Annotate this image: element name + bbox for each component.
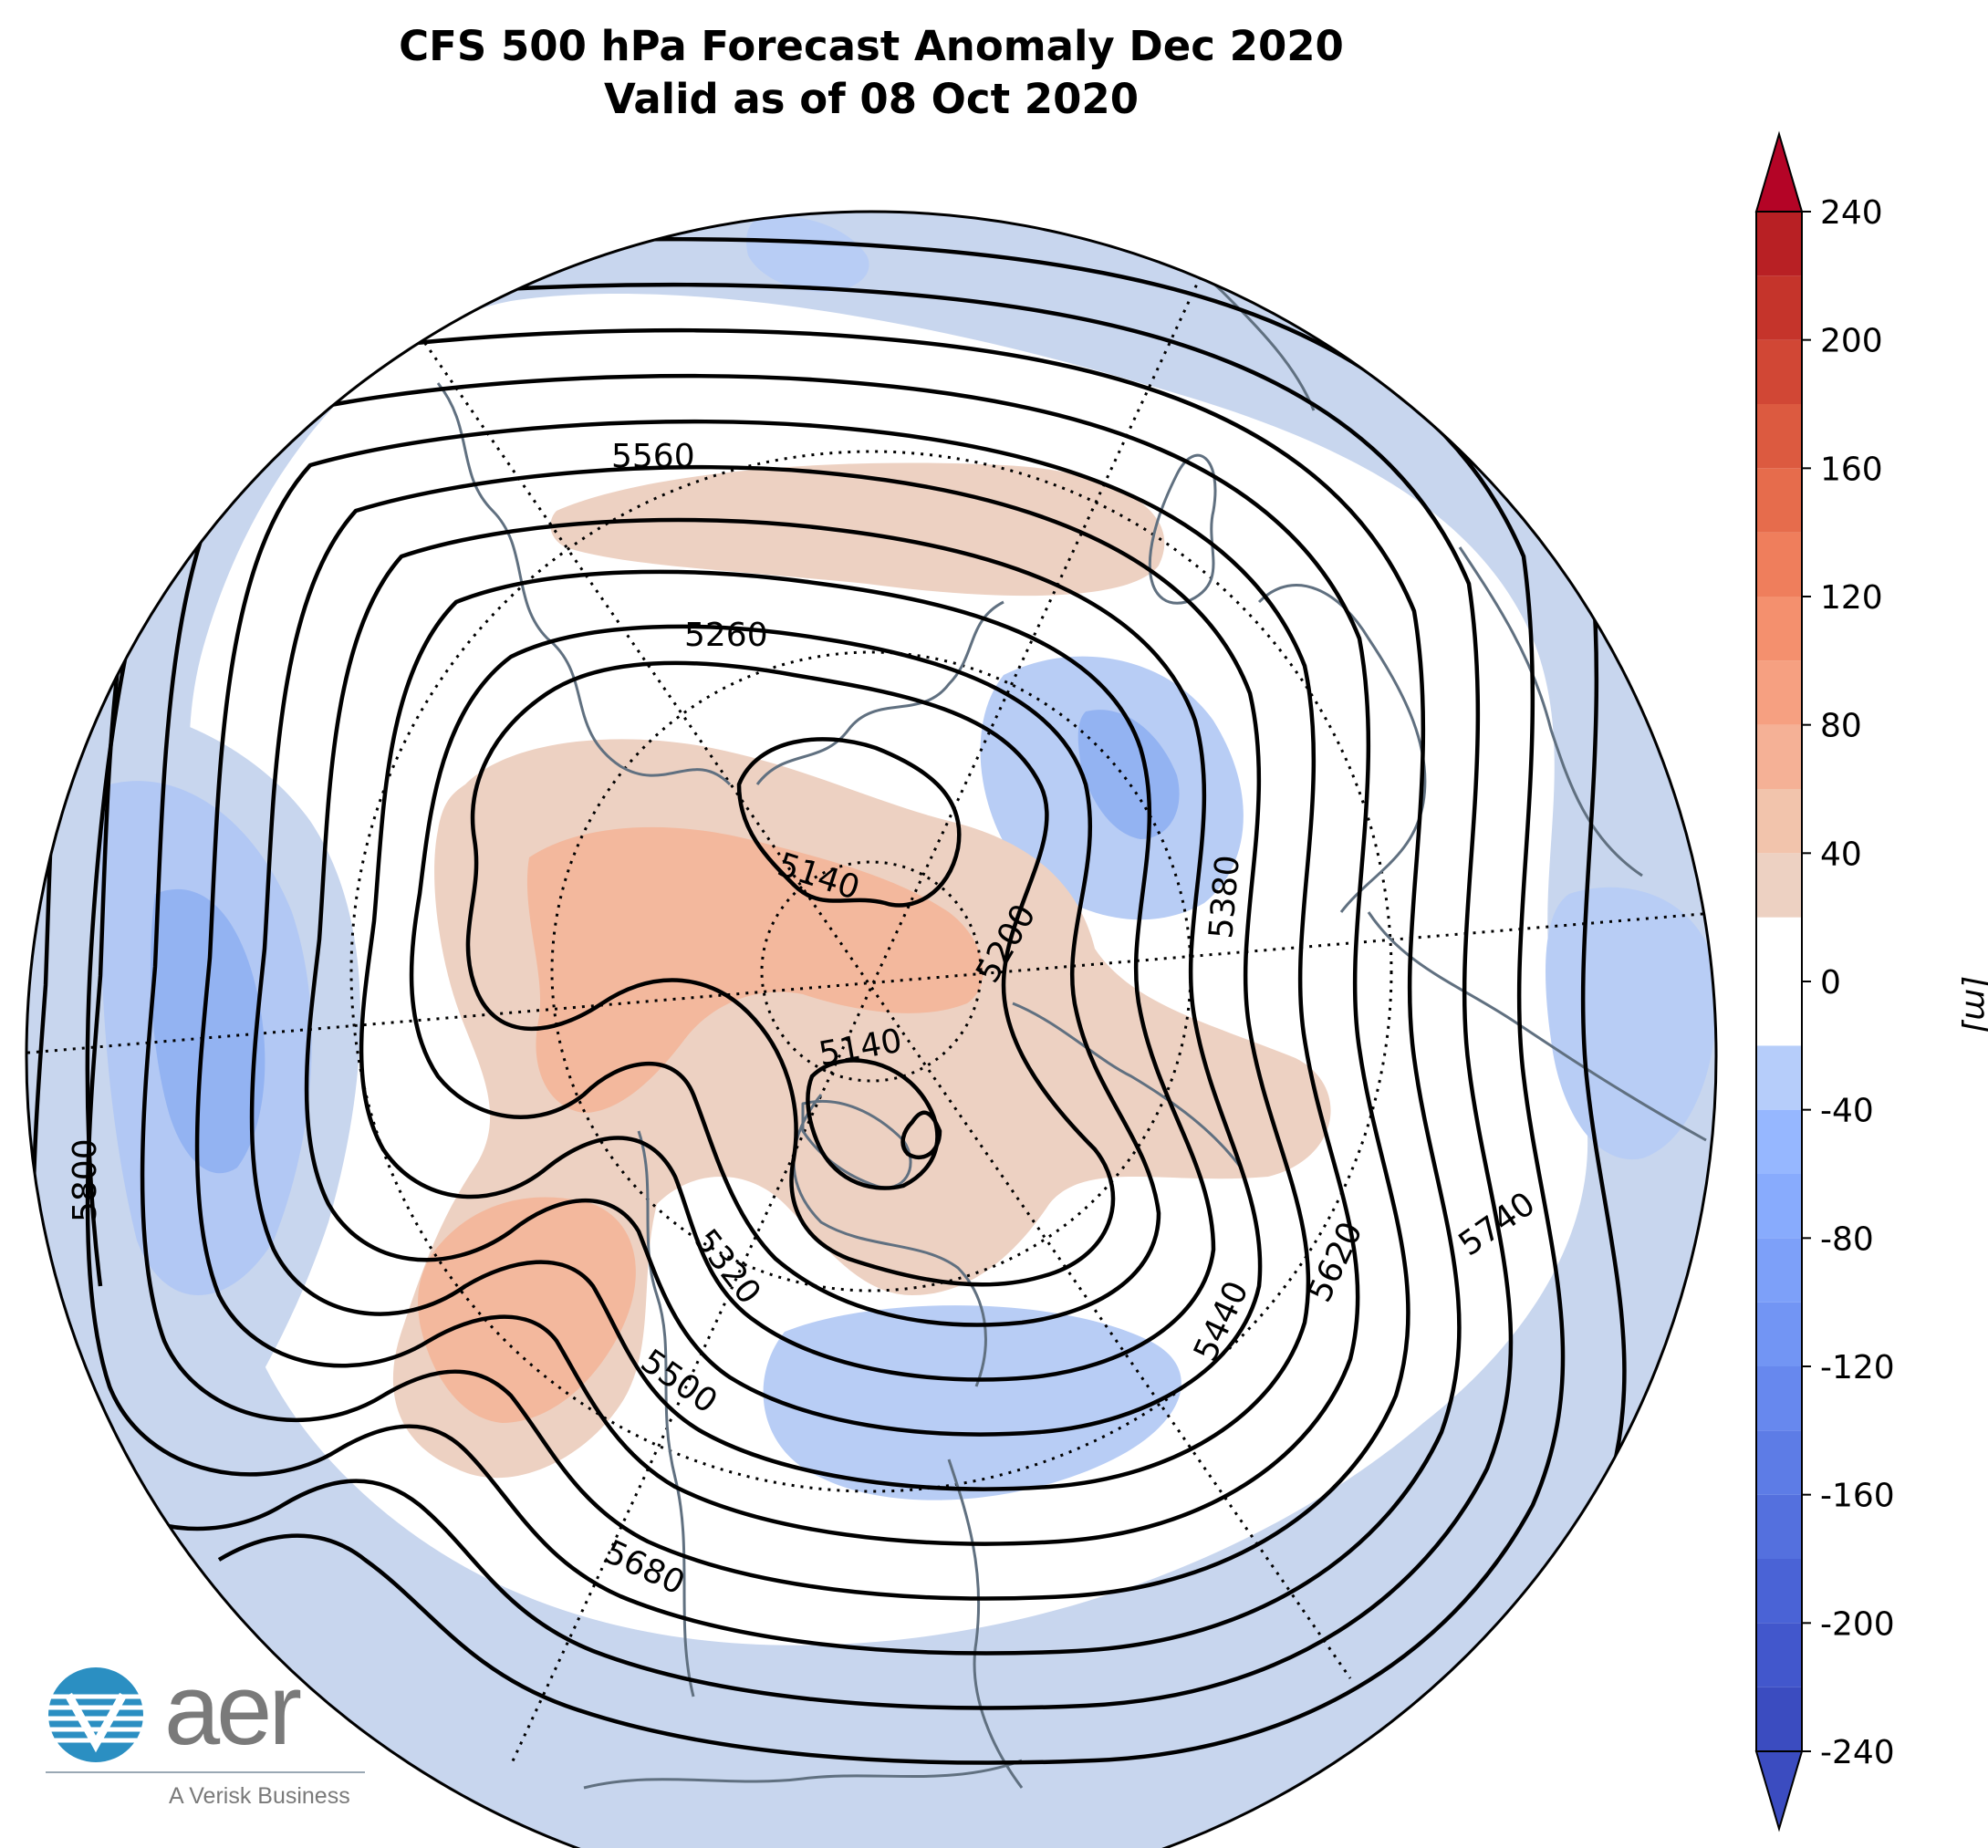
colorbar-swatches [1754, 130, 1804, 1832]
colorbar: 24020016012080400-40-80-120-160-200-240 … [1754, 130, 1988, 1832]
aer-wordmark: aer [164, 1654, 302, 1766]
title-line-2: Valid as of 08 Oct 2020 [603, 75, 1140, 123]
colorbar-swatch [1756, 917, 1802, 1046]
colorbar-tick-label: -160 [1820, 1478, 1895, 1515]
neg-anomaly-eu-core [1077, 710, 1180, 839]
colorbar-unit-label: [m] [1958, 976, 1988, 1033]
colorbar-swatch [1756, 1623, 1802, 1687]
colorbar-swatch [1756, 1366, 1802, 1431]
contour-label: 5800 [67, 1138, 104, 1222]
aer-tagline: A Verisk Business [169, 1783, 350, 1809]
colorbar-swatch [1756, 1174, 1802, 1239]
aer-logo-globe-icon [48, 1667, 143, 1762]
colorbar-tick-label: 0 [1820, 964, 1841, 1002]
colorbar-extend-min [1754, 1750, 1804, 1832]
colorbar-swatch [1756, 1109, 1802, 1174]
logo-divider [46, 1771, 365, 1773]
aer-logo: aer A Verisk Business [46, 1660, 374, 1815]
neg-anomaly-north [746, 216, 869, 292]
colorbar-swatch [1756, 789, 1802, 854]
chart-title: CFS 500 hPa Forecast Anomaly Dec 2020 Va… [0, 20, 1743, 126]
colorbar-tick-label: 160 [1820, 451, 1883, 488]
colorbar-swatch [1756, 597, 1802, 661]
colorbar-swatch [1756, 724, 1802, 789]
colorbar-tick-label: 240 [1820, 194, 1883, 232]
colorbar-tick-label: -240 [1820, 1734, 1895, 1771]
colorbar-swatch [1756, 1045, 1802, 1110]
map-boundary [25, 210, 1718, 1848]
colorbar-swatch [1756, 1302, 1802, 1366]
neg-anomaly-west-core [151, 888, 265, 1174]
colorbar-swatch [1756, 1430, 1802, 1495]
contour-label: 5380 [1202, 854, 1247, 940]
contour-label: 5260 [684, 617, 768, 654]
colorbar-swatch [1756, 660, 1802, 725]
pos-anomaly-north [550, 462, 1165, 597]
colorbar-swatch [1756, 468, 1802, 533]
colorbar-swatch [1756, 853, 1802, 918]
colorbar-tick-label: -80 [1820, 1220, 1874, 1258]
colorbar-ticks: 240 200 160 120 80 40 0 -40 -80 -120 -160 -200 -240 [1802, 194, 1895, 1771]
colorbar-tick-label: 200 [1820, 323, 1883, 360]
colorbar-extend-max [1754, 130, 1804, 213]
colorbar-swatch [1756, 1494, 1802, 1559]
colorbar-swatch [1756, 404, 1802, 469]
contour-label: 5560 [611, 438, 695, 475]
title-line-1: CFS 500 hPa Forecast Anomaly Dec 2020 [399, 22, 1344, 70]
colorbar-swatch [1756, 275, 1802, 340]
colorbar-tick-label: -40 [1820, 1093, 1874, 1130]
colorbar-tick-label: 80 [1820, 708, 1862, 745]
colorbar-tick-label: -120 [1820, 1349, 1895, 1386]
colorbar-tick-label: 40 [1820, 836, 1862, 873]
colorbar-swatch [1756, 1687, 1802, 1751]
colorbar-swatch [1756, 1559, 1802, 1624]
colorbar-swatch [1756, 212, 1802, 276]
pos-anomaly-core [526, 826, 984, 1113]
colorbar-tick-label: -200 [1820, 1605, 1895, 1643]
colorbar-swatch [1756, 339, 1802, 404]
colorbar-tick-label: 120 [1820, 579, 1883, 617]
colorbar-swatch [1756, 1238, 1802, 1303]
neg-anomaly-pacific [763, 1305, 1181, 1500]
colorbar-swatch [1756, 532, 1802, 597]
